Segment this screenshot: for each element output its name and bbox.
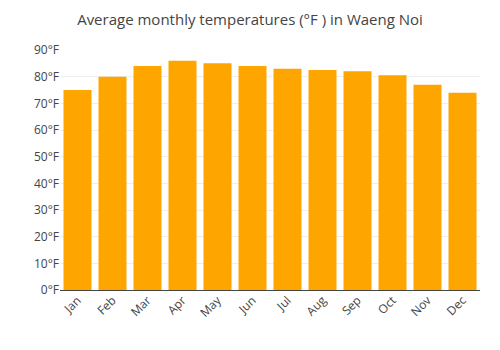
svg-text:Jul: Jul: [272, 292, 294, 314]
svg-text:50°F: 50°F: [34, 148, 59, 165]
svg-text:70°F: 70°F: [34, 95, 59, 112]
svg-text:60°F: 60°F: [34, 121, 59, 138]
svg-text:Jun: Jun: [234, 292, 259, 317]
svg-text:Dec: Dec: [443, 292, 470, 319]
svg-text:20°F: 20°F: [34, 228, 59, 245]
svg-text:40°F: 40°F: [34, 175, 59, 192]
svg-text:Sep: Sep: [338, 292, 365, 319]
svg-text:Oct: Oct: [374, 292, 400, 318]
svg-text:80°F: 80°F: [34, 68, 59, 85]
svg-text:Aug: Aug: [302, 292, 330, 320]
svg-text:Mar: Mar: [127, 292, 155, 320]
svg-text:Average monthly temperatures (: Average monthly temperatures (°F ) in Wa…: [77, 9, 423, 29]
svg-text:30°F: 30°F: [34, 201, 59, 218]
svg-text:90°F: 90°F: [34, 41, 59, 58]
svg-text:Nov: Nov: [407, 292, 435, 320]
svg-text:Jan: Jan: [60, 292, 85, 317]
svg-text:May: May: [196, 291, 225, 320]
svg-text:10°F: 10°F: [34, 255, 59, 272]
svg-text:Feb: Feb: [93, 292, 119, 318]
svg-text:Apr: Apr: [164, 292, 190, 318]
svg-text:0°F: 0°F: [41, 281, 59, 298]
